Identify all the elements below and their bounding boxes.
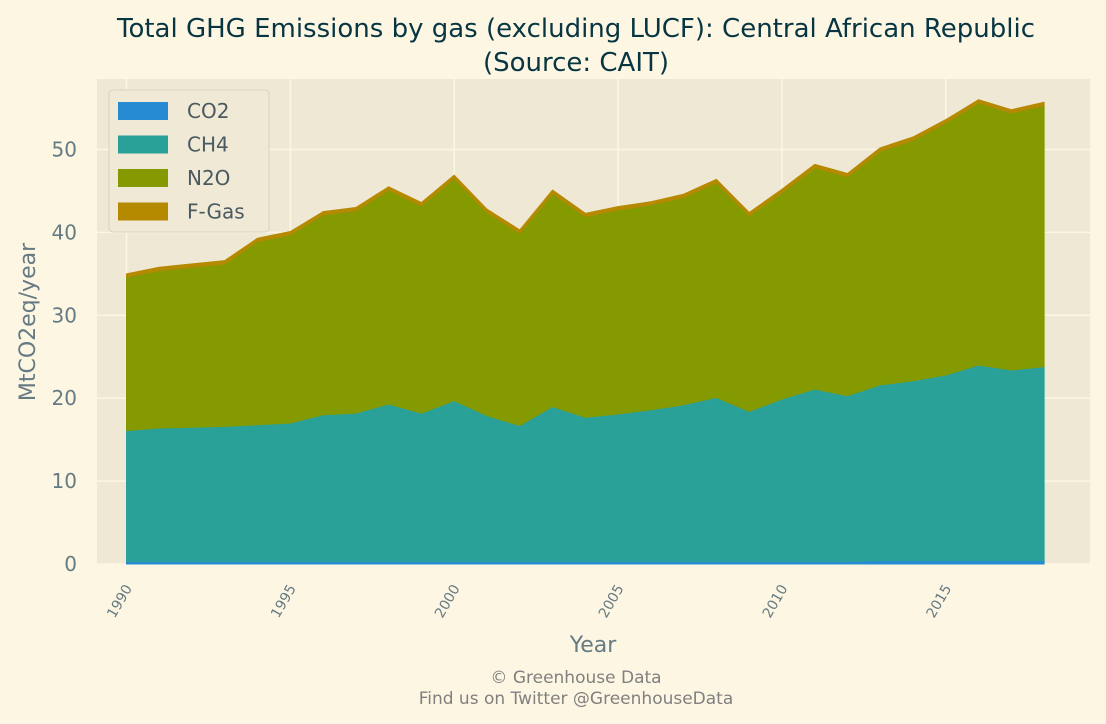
y-axis-ticks: 0 10 20 30 40 50 <box>52 137 77 576</box>
credit-line-1: © Greenhouse Data <box>490 668 661 688</box>
y-tick-40: 40 <box>52 220 77 244</box>
legend-label-co2: CO2 <box>187 99 229 123</box>
y-tick-30: 30 <box>52 303 77 327</box>
y-tick-10: 10 <box>52 469 77 493</box>
y-tick-50: 50 <box>52 137 77 161</box>
y-tick-20: 20 <box>52 386 77 410</box>
credit-line-2: Find us on Twitter @GreenhouseData <box>419 689 734 709</box>
chart-title: Total GHG Emissions by gas (excluding LU… <box>116 14 1035 44</box>
stacked-areas <box>125 99 1045 565</box>
x-tick-2000: 2000 <box>432 582 464 621</box>
legend-label-ch4: CH4 <box>187 133 229 157</box>
legend-box <box>108 89 270 233</box>
area-f-gas <box>125 99 1045 278</box>
legend-swatch-n2o <box>118 169 168 187</box>
x-tick-2010: 2010 <box>760 582 792 621</box>
x-tick-2005: 2005 <box>596 582 628 621</box>
legend-label-f-gas: F-Gas <box>187 200 245 224</box>
legend-label-n2o: N2O <box>187 166 230 190</box>
x-tick-1995: 1995 <box>268 582 300 621</box>
y-tick-0: 0 <box>64 552 77 576</box>
x-tick-2015: 2015 <box>924 582 956 621</box>
x-axis-label: Year <box>569 633 618 658</box>
x-axis-ticks: 1990 1995 2000 2005 2010 2015 <box>104 582 955 621</box>
legend-swatch-f-gas <box>118 202 168 221</box>
legend-swatch-co2 <box>118 102 168 120</box>
x-tick-1990: 1990 <box>104 582 136 621</box>
legend: CO2 CH4 N2O F-Gas <box>108 89 270 233</box>
chart-subtitle: (Source: CAIT) <box>483 48 669 78</box>
legend-swatch-ch4 <box>118 135 168 154</box>
y-axis-label: MtCO2eq/year <box>16 242 41 401</box>
